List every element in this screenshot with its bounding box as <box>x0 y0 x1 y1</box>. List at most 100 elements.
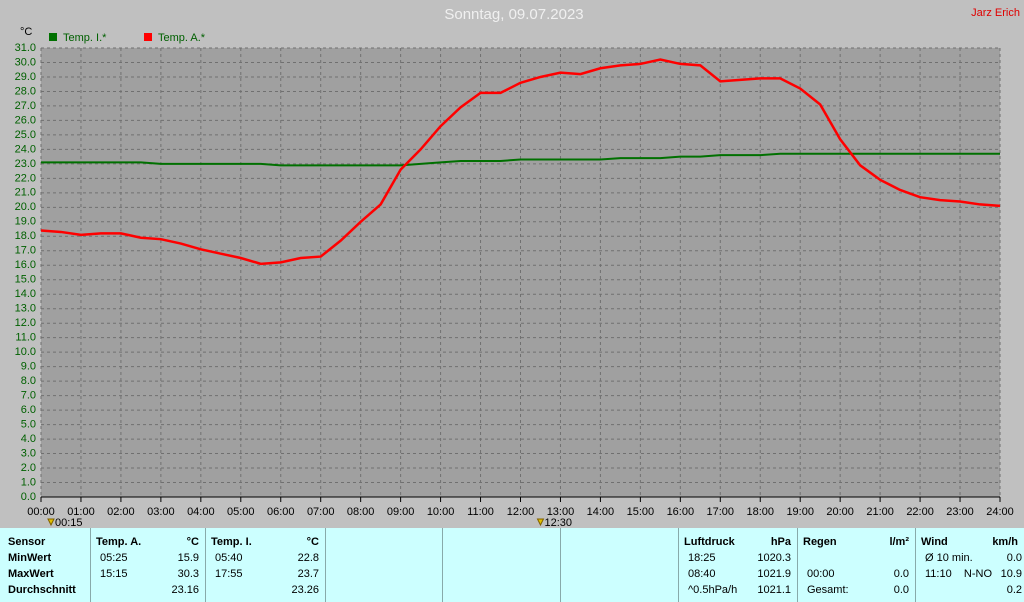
x-tick-label: 18:00 <box>746 506 774 518</box>
x-tick-label: 04:00 <box>187 506 215 518</box>
y-tick-label: 17.0 <box>15 245 36 257</box>
x-tick-label: 12:00 <box>507 506 535 518</box>
panel-unit: °C <box>186 536 199 548</box>
y-tick-label: 20.0 <box>15 201 36 213</box>
panel-title: Temp. I. <box>211 536 252 548</box>
row-label: Durchschnitt <box>8 584 76 596</box>
cell-time: ^0.5hPa/h <box>688 584 738 596</box>
cell-value: 30.3 <box>177 568 199 580</box>
y-tick-label: 13.0 <box>15 303 36 315</box>
column-separator <box>442 528 443 602</box>
y-tick-label: 7.0 <box>21 390 36 402</box>
y-tick-label: 0.0 <box>21 491 36 503</box>
x-tick-label: 07:00 <box>307 506 335 518</box>
column-separator <box>325 528 326 602</box>
panel-title: Temp. A. <box>96 536 142 548</box>
x-tick-label: 15:00 <box>627 506 655 518</box>
cell-time: Ø 10 min. <box>925 552 973 564</box>
legend-label: Temp. A.* <box>158 32 206 44</box>
data-line <box>40 58 1001 266</box>
legend-label: Temp. I.* <box>63 32 107 44</box>
marker-label: 12:30 <box>544 517 572 528</box>
legend-swatch <box>49 33 57 41</box>
marker-icon <box>536 518 545 527</box>
y-axis-label: °C <box>20 26 32 38</box>
stats-table: Sensor MinWert MaxWert Durchschnitt Temp. A.… <box>0 528 1024 602</box>
x-tick-label: 03:00 <box>147 506 175 518</box>
y-tick-label: 31.0 <box>15 42 36 54</box>
panel-unit: °C <box>306 536 319 548</box>
chart: Sonntag, 09.07.2023 Jarz Erich °C 0.0 1.0… <box>15 6 1020 528</box>
column-separator <box>560 528 561 602</box>
y-tick-label: 14.0 <box>15 288 36 300</box>
panel-title: Regen <box>803 536 837 548</box>
y-tick-label: 19.0 <box>15 216 36 228</box>
y-tick-label: 12.0 <box>15 317 36 329</box>
cell-value: 23.16 <box>171 584 199 596</box>
x-tick-label: 09:00 <box>387 506 415 518</box>
x-tick-label: 23:00 <box>946 506 974 518</box>
x-tick-label: 05:00 <box>227 506 255 518</box>
column-separator <box>90 528 91 602</box>
y-tick-label: 27.0 <box>15 100 36 112</box>
x-tick-label: 11:00 <box>467 506 494 518</box>
x-tick-label: 21:00 <box>866 506 894 518</box>
panel-unit: hPa <box>770 536 791 548</box>
x-tick-label: 00:00 <box>27 506 55 518</box>
y-tick-label: 6.0 <box>21 404 36 416</box>
cell-time: 11:10 <box>925 568 952 580</box>
cell-value: 0.0 <box>1006 552 1022 564</box>
cell-time: 18:25 <box>688 552 716 564</box>
y-tick-label: 16.0 <box>15 259 36 271</box>
x-tick-label: 22:00 <box>906 506 934 518</box>
y-tick-label: 9.0 <box>21 361 36 373</box>
cell-value: 0.0 <box>893 568 909 580</box>
cell-value: 10.9 <box>1000 568 1022 580</box>
y-tick-label: 15.0 <box>15 274 36 286</box>
marker-label: 00:15 <box>55 517 83 528</box>
cell-value: 22.8 <box>297 552 319 564</box>
cell-time: 17:55 <box>215 568 243 580</box>
cell-value: 1020.3 <box>757 552 791 564</box>
panel-unit: km/h <box>992 536 1018 548</box>
cell-value: 1021.9 <box>757 568 791 580</box>
chart-title: Sonntag, 09.07.2023 <box>444 6 583 23</box>
cell-direction: N-NO <box>963 568 992 580</box>
y-tick-label: 1.0 <box>21 476 36 488</box>
x-tick-label: 10:00 <box>427 506 455 518</box>
y-tick-label: 29.0 <box>15 71 36 83</box>
y-tick-label: 21.0 <box>15 187 36 199</box>
y-tick-label: 22.0 <box>15 172 36 184</box>
y-tick-label: 3.0 <box>21 447 36 459</box>
cell-time: Gesamt: <box>807 584 849 596</box>
cell-value: 23.7 <box>297 568 319 580</box>
y-tick-label: 26.0 <box>15 114 36 126</box>
x-tick-label: 14:00 <box>587 506 615 518</box>
y-tick-label: 30.0 <box>15 56 36 68</box>
cell-value: 1021.1 <box>757 584 791 596</box>
x-tick-label: 06:00 <box>267 506 295 518</box>
x-tick-label: 01:00 <box>67 506 95 518</box>
x-tick-label: 16:00 <box>667 506 695 518</box>
cell-value: 0.2 <box>1006 584 1022 596</box>
column-separator <box>678 528 679 602</box>
y-tick-label: 25.0 <box>15 129 36 141</box>
x-tick-label: 20:00 <box>826 506 854 518</box>
y-tick-label: 11.0 <box>15 332 36 344</box>
row-label: MaxWert <box>8 568 54 580</box>
annotation: Jarz Erich <box>971 7 1020 19</box>
panel-unit: l/m² <box>889 536 909 548</box>
y-tick-label: 2.0 <box>21 462 36 474</box>
cell-time: 15:15 <box>100 568 128 580</box>
x-tick-label: 19:00 <box>786 506 814 518</box>
row-label: Sensor <box>8 536 46 548</box>
column-separator <box>797 528 798 602</box>
y-tick-label: 4.0 <box>21 433 36 445</box>
x-tick-label: 02:00 <box>107 506 135 518</box>
cell-value: 15.9 <box>177 552 199 564</box>
x-tick-label: 24:00 <box>986 506 1014 518</box>
y-tick-label: 24.0 <box>15 143 36 155</box>
column-separator <box>205 528 206 602</box>
panel-title: Wind <box>921 536 948 548</box>
